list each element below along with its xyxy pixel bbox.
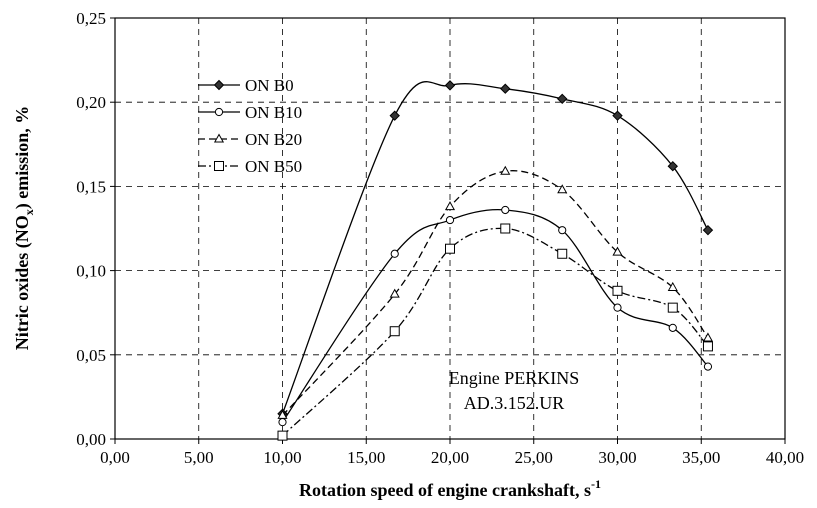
y-axis-title-pre: Nitric oxides (NO (12, 215, 33, 350)
y-tick-label: 0,00 (76, 430, 106, 449)
x-tick-label: 0,00 (100, 448, 130, 467)
y-axis-title: Nitric oxides (NOx) emission, % (12, 106, 36, 350)
data-point-on-b10 (278, 418, 287, 427)
data-point-on-b20 (557, 184, 568, 194)
data-point-on-b50 (667, 302, 678, 313)
series-layer (277, 80, 714, 441)
data-point-on-b20 (667, 281, 678, 291)
legend-marker (214, 161, 224, 171)
data-point-on-b0 (667, 160, 678, 172)
x-tick-label: 40,00 (766, 448, 804, 467)
x-tick-label: 20,00 (431, 448, 469, 467)
y-tick-label: 0,05 (76, 346, 106, 365)
data-point-on-b50 (277, 430, 288, 441)
data-point-on-b10 (558, 226, 567, 235)
data-point-on-b50 (612, 285, 623, 296)
y-tick-label: 0,15 (76, 177, 106, 196)
data-point-on-b20 (277, 409, 288, 419)
y-axis-title-post: ) emission, % (12, 106, 33, 210)
data-point-on-b10 (501, 205, 510, 215)
legend-item-on-b50: ON B50 (198, 157, 302, 176)
legend-marker (213, 79, 225, 91)
x-axis-title-main: Rotation speed of engine crankshaft, s (299, 480, 591, 500)
data-point-on-b50 (389, 326, 400, 337)
legend-label: ON B0 (245, 76, 294, 95)
y-tick-label: 0,25 (76, 9, 106, 28)
legend: ON B0 ON B10 ON B20 ON B50 (198, 76, 302, 176)
series-on-b20 (277, 165, 714, 419)
legend-marker (214, 107, 224, 117)
data-point-on-b0 (702, 224, 714, 236)
x-tick-label: 10,00 (263, 448, 301, 467)
data-point-on-b20 (444, 201, 456, 211)
data-point-on-b0 (557, 93, 568, 105)
series-line-on-b50 (282, 227, 709, 437)
series-on-b50 (277, 223, 713, 441)
series-line-on-b10 (281, 208, 709, 423)
series-line-on-b20 (282, 170, 709, 416)
x-tick-label: 5,00 (184, 448, 214, 467)
y-tick-label: 0,10 (76, 262, 106, 281)
series-on-b10 (278, 205, 713, 427)
legend-marker (213, 133, 225, 143)
data-point-on-b50 (702, 341, 713, 352)
data-point-on-b10 (668, 323, 677, 332)
data-point-on-b10 (390, 249, 399, 258)
legend-item-on-b20: ON B20 (198, 130, 302, 149)
data-point-on-b10 (613, 303, 622, 312)
annotation-line-1: Engine PERKINS (449, 368, 580, 388)
series-on-b0 (277, 80, 714, 419)
x-tick-label: 35,00 (682, 448, 720, 467)
y-tick-label: 0,20 (76, 93, 106, 112)
data-point-on-b50 (557, 248, 568, 259)
data-point-on-b10 (445, 215, 455, 225)
legend-item-on-b0: ON B0 (198, 76, 294, 95)
data-point-on-b0 (500, 83, 511, 94)
data-point-on-b50 (445, 243, 455, 254)
legend-item-on-b10: ON B10 (198, 103, 302, 122)
legend-label: ON B50 (245, 157, 302, 176)
y-axis-title-subscript: x (22, 209, 36, 215)
legend-label: ON B10 (245, 103, 302, 122)
annotation-line-2: AD.3.152.UR (464, 393, 565, 413)
axis-ticks: 0,00 5,00 10,00 15,00 20,00 25,00 30,00 35,00 40… (76, 9, 804, 467)
x-axis-title-superscript: -1 (591, 477, 601, 491)
data-point-on-b20 (612, 246, 623, 256)
x-tick-label: 30,00 (598, 448, 636, 467)
data-point-on-b0 (389, 110, 400, 121)
data-point-on-b20 (500, 165, 511, 175)
x-tick-label: 25,00 (515, 448, 553, 467)
legend-label: ON B20 (245, 130, 302, 149)
series-line-on-b0 (281, 81, 709, 414)
data-point-on-b20 (702, 332, 714, 342)
data-point-on-b0 (444, 80, 456, 91)
data-point-on-b50 (500, 223, 511, 234)
data-point-on-b20 (389, 288, 400, 298)
x-axis-title: Rotation speed of engine crankshaft, s-1 (299, 477, 601, 500)
data-point-on-b0 (612, 110, 623, 121)
data-point-on-b10 (703, 362, 713, 371)
x-tick-label: 15,00 (347, 448, 385, 467)
